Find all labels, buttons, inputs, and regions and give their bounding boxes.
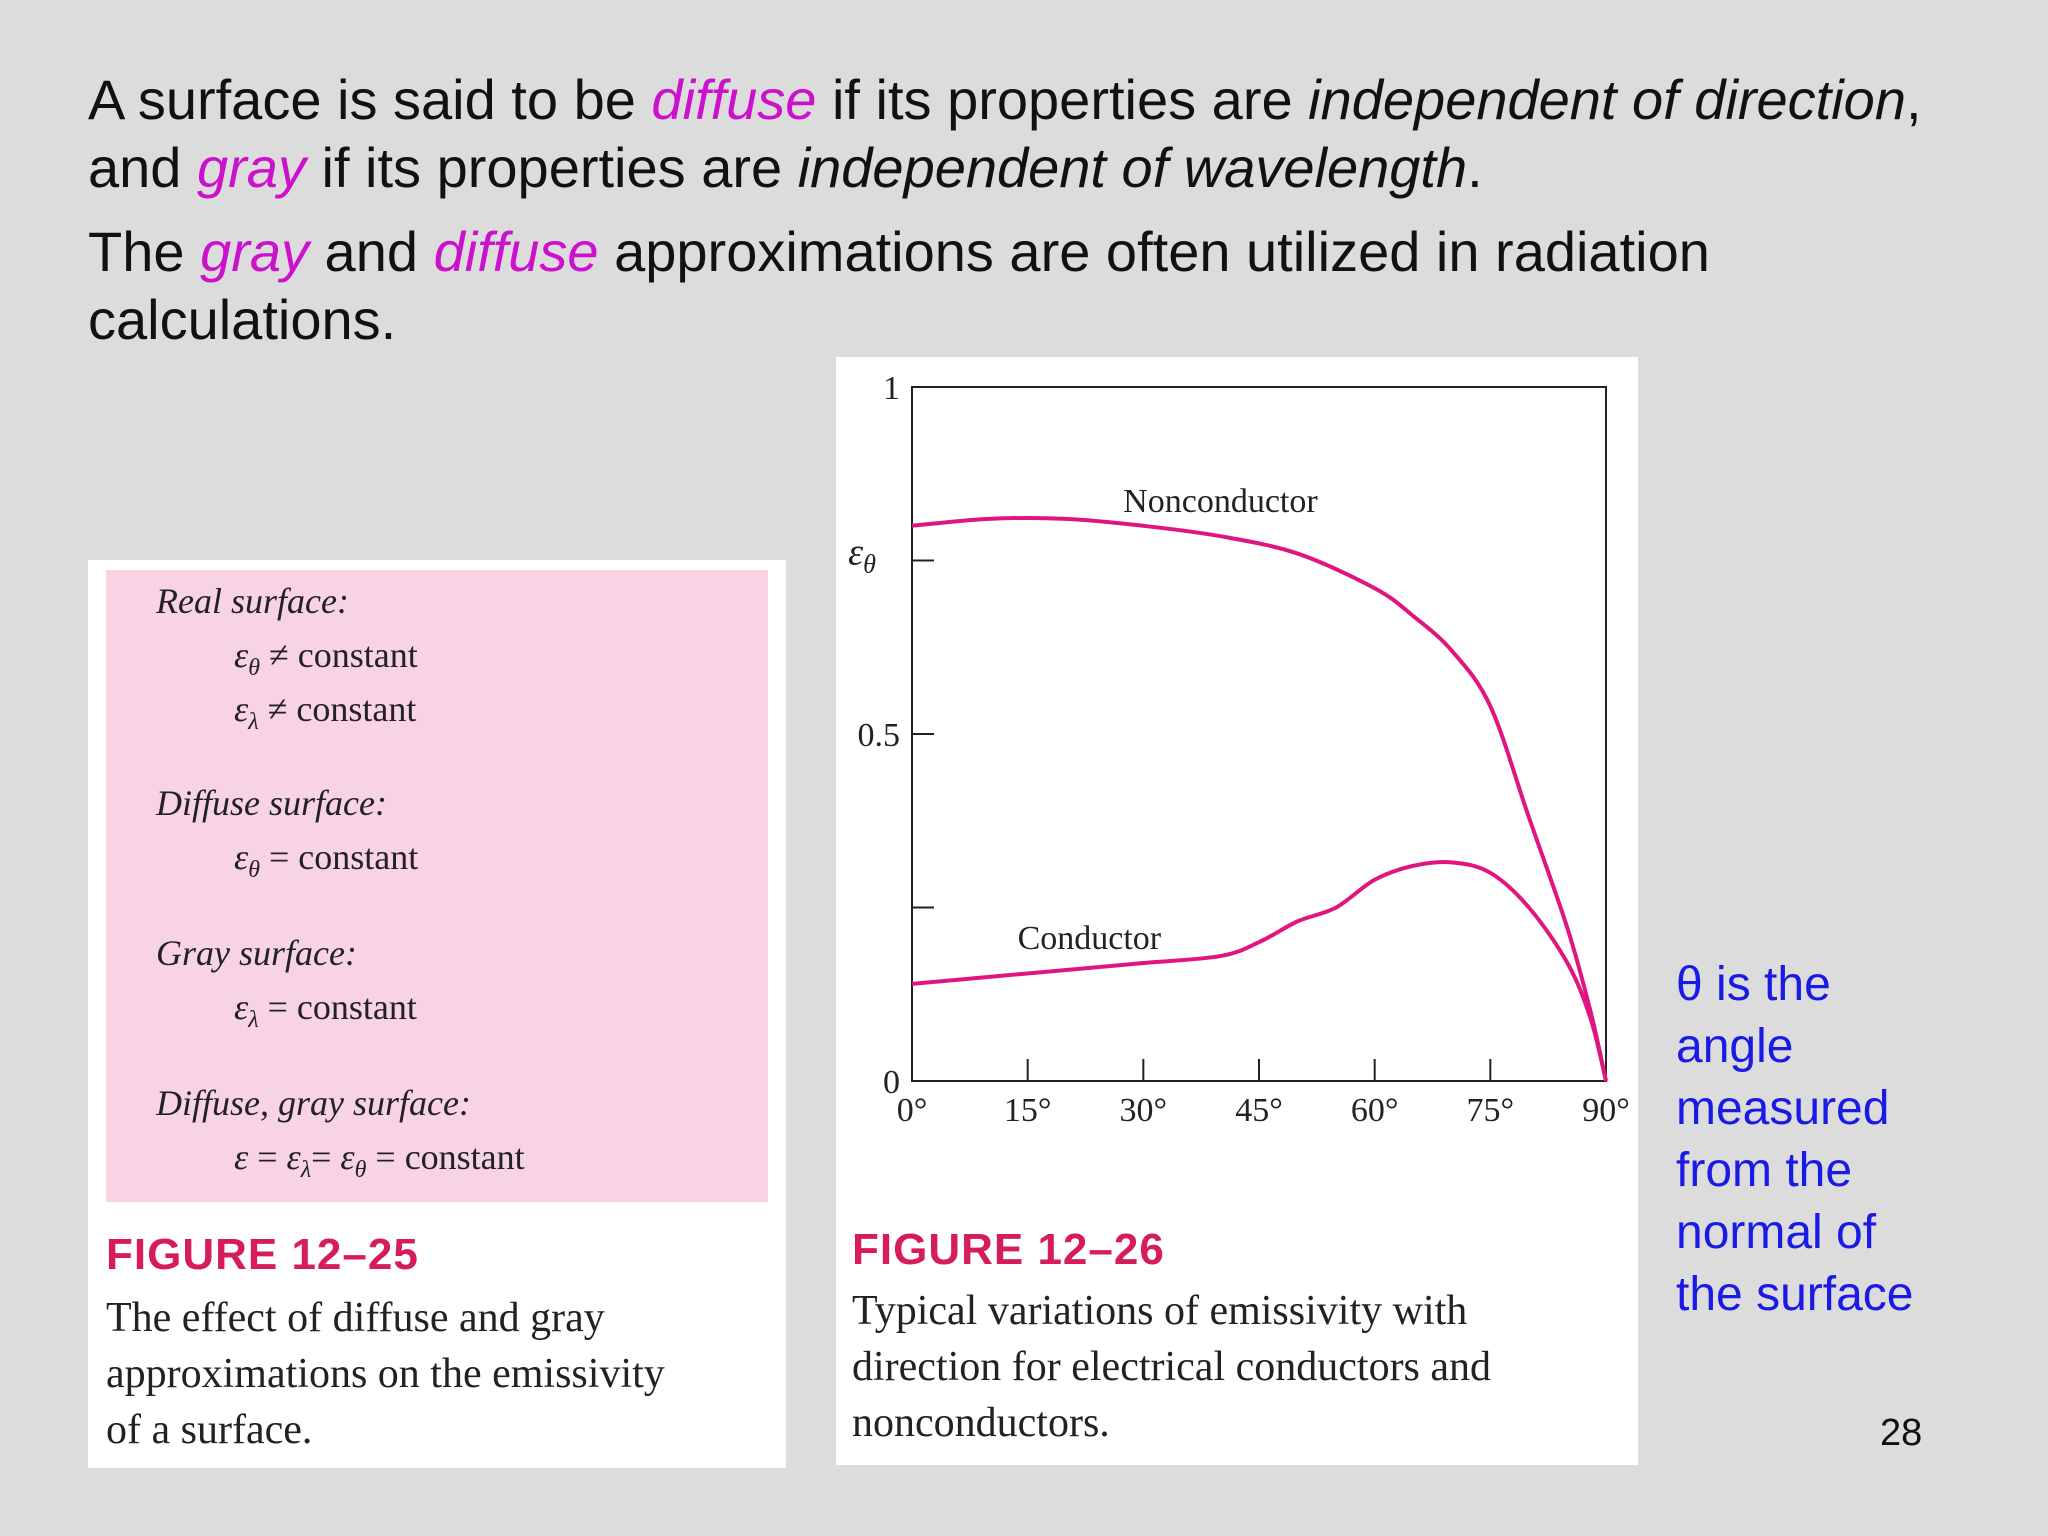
- emissivity-chart: 0° 15° 30° 45° 60° 75° 90° 0 0.5 1 Nonconductor Co…: [848, 370, 1630, 1129]
- axis-ticks: [912, 559, 1492, 1081]
- diffuse-surface-heading: Diffuse surface:: [156, 783, 387, 823]
- intro-p2-run-0: The: [88, 220, 201, 283]
- x-tick-label-0: 0°: [897, 1092, 928, 1129]
- conductor-line: [911, 860, 1608, 1082]
- intro-paragraph-2: The gray and diffuse approximations are …: [88, 218, 1968, 354]
- figure-12-26-label: FIGURE 12–26: [852, 1225, 1165, 1274]
- x-tick-label-45: 45°: [1235, 1092, 1283, 1129]
- intro-p1-run-5: gray: [197, 136, 306, 199]
- intro-p1-run-8: .: [1467, 136, 1483, 199]
- series-lines: Nonconductor Conductor: [911, 483, 1608, 1082]
- intro-p2-run-4: approximations are often utilized in rad…: [88, 220, 1710, 351]
- nonconductor-series-label: Nonconductor: [1123, 483, 1318, 520]
- y-tick-label-1: 1: [883, 370, 900, 407]
- x-tick-label-30: 30°: [1120, 1092, 1168, 1129]
- figure-12-26: 0° 15° 30° 45° 60° 75° 90° 0 0.5 1 Nonconductor Co…: [836, 357, 1638, 1465]
- x-tick-label-15: 15°: [1004, 1092, 1052, 1129]
- nonconductor-line: [911, 516, 1608, 1082]
- intro-p1-run-1: diffuse: [651, 68, 817, 131]
- figure-12-25-label: FIGURE 12–25: [106, 1230, 419, 1279]
- x-tick-label-60: 60°: [1351, 1092, 1399, 1129]
- intro-p2-run-1: gray: [200, 220, 309, 283]
- y-tick-label-0.5: 0.5: [858, 717, 901, 754]
- real-eq-lambda: ελ ≠ constant: [234, 689, 417, 736]
- intro-p1-run-2: if its properties are: [816, 68, 1309, 131]
- intro-p1-run-0: A surface is said to be: [88, 68, 652, 131]
- intro-p1-run-7: independent of wavelength: [797, 136, 1468, 199]
- gray-eq: ελ = constant: [234, 987, 417, 1034]
- gray-surface-heading: Gray surface:: [156, 933, 357, 973]
- theta-note: θ is the angle measured from the normal …: [1676, 958, 1914, 1321]
- intro-p2-run-3: diffuse: [433, 220, 599, 283]
- x-tick-label-90: 90°: [1582, 1092, 1630, 1129]
- page-number: 28: [1880, 1412, 1923, 1454]
- y-tick-label-0: 0: [883, 1064, 900, 1101]
- axis-tick-labels: 0° 15° 30° 45° 60° 75° 90° 0 0.5 1: [858, 370, 1630, 1129]
- intro-p1-run-4: , and: [88, 68, 1922, 199]
- diffuse-eq: εθ = constant: [234, 837, 419, 884]
- intro-paragraph-1: A surface is said to be diffuse if its p…: [88, 66, 1968, 202]
- diffuse-gray-eq: ε = ελ= εθ = constant: [234, 1137, 525, 1184]
- intro-text: A surface is said to be diffuse if its p…: [88, 66, 1968, 354]
- real-surface-heading: Real surface:: [156, 581, 349, 621]
- diffuse-gray-heading: Diffuse, gray surface:: [156, 1083, 471, 1123]
- figure-12-25: Real surface: εθ ≠ constant ελ ≠ constan…: [88, 560, 786, 1468]
- y-axis-label: εθ: [848, 532, 876, 579]
- surface-types-box: Real surface: εθ ≠ constant ελ ≠ constan…: [106, 570, 768, 1202]
- x-tick-label-75: 75°: [1467, 1092, 1515, 1129]
- figure-12-26-caption: Typical variations of emissivity with di…: [852, 1288, 1492, 1446]
- intro-p2-run-2: and: [309, 220, 434, 283]
- intro-p1-run-3: independent of direction: [1308, 68, 1906, 131]
- conductor-series-label: Conductor: [1018, 920, 1162, 957]
- real-eq-theta: εθ ≠ constant: [234, 635, 418, 682]
- figure-12-25-caption: The effect of diffuse and gray approxima…: [106, 1295, 665, 1453]
- intro-p1-run-6: if its properties are: [305, 136, 798, 199]
